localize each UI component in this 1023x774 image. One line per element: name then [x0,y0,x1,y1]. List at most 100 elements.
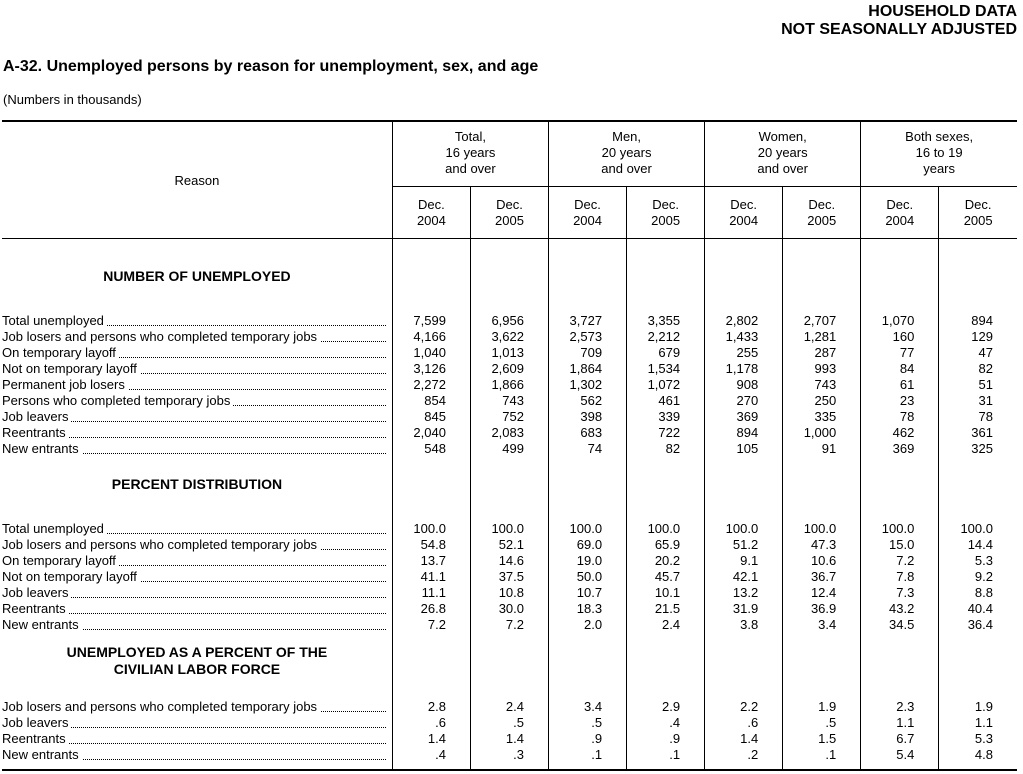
value-cell: 1.5 [782,731,861,747]
value-cell: 78 [860,409,939,425]
row-label: Job leavers [2,409,392,425]
value-cell: 2.4 [626,617,705,633]
value-cell: 47.3 [782,537,861,553]
group-header-both-sexes: Both sexes, 16 to 19 years [860,120,1017,187]
table-row: Job leavers 845 752 398 339 369 335 78 78 [2,409,1017,425]
value-cell: 10.1 [626,585,705,601]
value-cell: 6,956 [469,313,549,329]
value-cell: 1.9 [938,699,1017,715]
value-cell: 26.8 [391,601,471,617]
table-row: Not on temporary layoff 41.1 37.5 50.0 45.7 4… [2,569,1017,585]
value-cell: .2 [704,747,783,763]
value-cell: 65.9 [626,537,705,553]
value-cell: 1.4 [704,731,783,747]
row-label: Job losers and persons who completed tem… [2,537,392,553]
table-row: Total unemployed 100.0 100.0 100.0 100.0 100.… [2,521,1017,537]
row-label: Total unemployed [2,521,392,537]
value-cell: 77 [860,345,939,361]
value-cell: 34.5 [860,617,939,633]
row-label: New entrants [2,441,392,457]
row-label: Not on temporary layoff [2,361,392,377]
value-cell: 52.1 [469,537,549,553]
value-cell: 160 [860,329,939,345]
value-cell: 562 [547,393,627,409]
table-subtitle: (Numbers in thousands) [3,92,142,107]
value-cell: 30.0 [469,601,549,617]
value-cell: 854 [391,393,471,409]
value-cell: 7,599 [391,313,471,329]
value-cell: 82 [938,361,1017,377]
value-cell: 287 [782,345,861,361]
value-cell: 10.7 [547,585,627,601]
value-cell: 19.0 [547,553,627,569]
value-cell: 894 [938,313,1017,329]
row-label: On temporary layoff [2,553,392,569]
value-cell: 7.8 [860,569,939,585]
value-cell: 1.9 [782,699,861,715]
table-row: Persons who completed temporary jobs 854 7… [2,393,1017,409]
year-header: Dec. 2005 [938,186,1017,239]
value-cell: 462 [860,425,939,441]
value-cell: 6.7 [860,731,939,747]
value-cell: 2,040 [391,425,471,441]
table-row: On temporary layoff 13.7 14.6 19.0 20.2 9.1 10… [2,553,1017,569]
value-cell: 13.7 [391,553,471,569]
value-cell: 743 [782,377,861,393]
value-cell: 50.0 [547,569,627,585]
value-cell: 61 [860,377,939,393]
value-cell: 82 [626,441,705,457]
value-cell: 993 [782,361,861,377]
value-cell: 2,573 [547,329,627,345]
value-cell: 84 [860,361,939,377]
row-label: Not on temporary layoff [2,569,392,585]
value-cell: 51.2 [704,537,783,553]
value-cell: 100.0 [626,521,705,537]
value-cell: 100.0 [860,521,939,537]
table-row: New entrants 7.2 7.2 2.0 2.4 3.8 3.4 34.5 36.4 [2,617,1017,633]
value-cell: 7.2 [469,617,549,633]
value-cell: 100.0 [547,521,627,537]
value-cell: 1,178 [704,361,783,377]
value-cell: 461 [626,393,705,409]
value-cell: 100.0 [391,521,471,537]
value-cell: 12.4 [782,585,861,601]
value-cell: 47 [938,345,1017,361]
value-cell: 18.3 [547,601,627,617]
value-cell: .1 [782,747,861,763]
value-cell: .5 [547,715,627,731]
row-label: On temporary layoff [2,345,392,361]
value-cell: 7.2 [860,553,939,569]
row-label: Job losers and persons who completed tem… [2,329,392,345]
table-row: New entrants .4.3.1.1.2.1 5.4 4.8 [2,747,1017,763]
table-body: NUMBER OF UNEMPLOYED Total unemployed 7,59… [2,238,1017,771]
value-cell: 1,072 [626,377,705,393]
value-cell: 1,433 [704,329,783,345]
value-cell: 2.9 [626,699,705,715]
value-cell: 129 [938,329,1017,345]
row-label: Job losers and persons who completed tem… [2,699,392,715]
year-header: Dec. 2004 [391,186,471,239]
value-cell: 36.9 [782,601,861,617]
year-header: Dec. 2004 [547,186,627,239]
group-header-men: Men, 20 years and over [547,120,705,187]
value-cell: 1,864 [547,361,627,377]
value-cell: 3,355 [626,313,705,329]
table-row: Reentrants 1.4 1.4.9.9 1.4 1.5 6.7 5.3 [2,731,1017,747]
value-cell: 2,272 [391,377,471,393]
table-row: Total unemployed 7,599 6,956 3,727 3,355 2,80… [2,313,1017,329]
value-cell: 3,126 [391,361,471,377]
value-cell: 15.0 [860,537,939,553]
value-cell: 2,609 [469,361,549,377]
value-cell: 3,622 [469,329,549,345]
value-cell: 7.3 [860,585,939,601]
value-cell: 105 [704,441,783,457]
value-cell: 1,534 [626,361,705,377]
value-cell: 13.2 [704,585,783,601]
table-row: Job losers and persons who completed tem… [2,537,1017,553]
value-cell: 255 [704,345,783,361]
value-cell: 683 [547,425,627,441]
value-cell: 37.5 [469,569,549,585]
value-cell: 78 [938,409,1017,425]
value-cell: 2,212 [626,329,705,345]
value-cell: 743 [469,393,549,409]
